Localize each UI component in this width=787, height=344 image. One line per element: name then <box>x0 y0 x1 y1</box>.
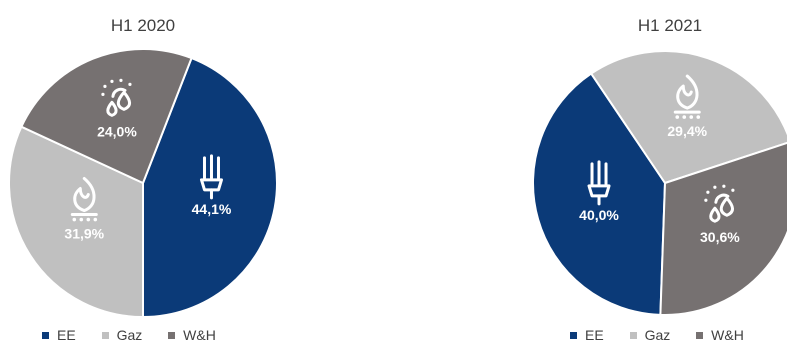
legend-swatch <box>629 332 637 339</box>
legend: EE Gaz W&H <box>570 327 766 343</box>
pie-chart-h1-2021: H1 2021 40,0% 29,4% 30,6% EE Gaz W&H <box>520 0 787 344</box>
data-label: 29,4% <box>667 123 707 139</box>
pie-slice-wh <box>20 48 193 185</box>
data-label: 40,0% <box>579 207 619 223</box>
pie-plot: 40,0% 29,4% 30,6% <box>532 50 787 316</box>
pie-slice-ee <box>532 72 667 316</box>
chart-title: H1 2020 <box>110 16 176 35</box>
legend-swatch <box>101 332 109 339</box>
pie-slice-gaz <box>589 50 787 185</box>
legend-label: Gaz <box>644 327 671 343</box>
pie-plot: 44,1% 31,9% 24,0% <box>8 48 278 319</box>
data-label: 30,6% <box>700 229 740 245</box>
data-label: 44,1% <box>192 201 232 217</box>
chart-title: H1 2021 <box>637 16 703 35</box>
light-bulb-icon <box>587 160 611 206</box>
gas-flame-icon <box>673 74 701 119</box>
legend-swatch <box>570 332 577 339</box>
gas-flame-icon <box>70 177 98 222</box>
water-heat-icon <box>101 78 132 117</box>
light-bulb-icon <box>199 154 223 200</box>
pie-chart-h1-2020: H1 2020 44,1% 31,9% 24,0% EE Gaz W&H <box>0 0 300 344</box>
legend-entry-gaz: Gaz <box>629 327 671 343</box>
legend-label: EE <box>585 327 604 343</box>
legend-swatch <box>168 332 176 339</box>
legend-swatch <box>696 332 704 339</box>
legend: EE Gaz W&H <box>42 327 238 343</box>
water-heat-icon <box>704 184 735 223</box>
legend-entry-ee: EE <box>42 327 76 343</box>
legend-entry-ee: EE <box>570 327 604 343</box>
legend-label: W&H <box>183 327 216 343</box>
data-label: 31,9% <box>64 226 104 242</box>
legend-label: EE <box>57 327 76 343</box>
legend-label: W&H <box>711 327 744 343</box>
pie-slice-gaz <box>8 125 144 319</box>
legend-entry-gaz: Gaz <box>101 327 143 343</box>
pie-slice-wh <box>659 141 787 316</box>
legend-entry-wh: W&H <box>696 327 744 343</box>
legend-swatch <box>42 332 49 339</box>
data-label: 24,0% <box>97 123 137 139</box>
legend-entry-wh: W&H <box>168 327 216 343</box>
pie-slice-ee <box>142 56 278 319</box>
legend-label: Gaz <box>116 327 143 343</box>
